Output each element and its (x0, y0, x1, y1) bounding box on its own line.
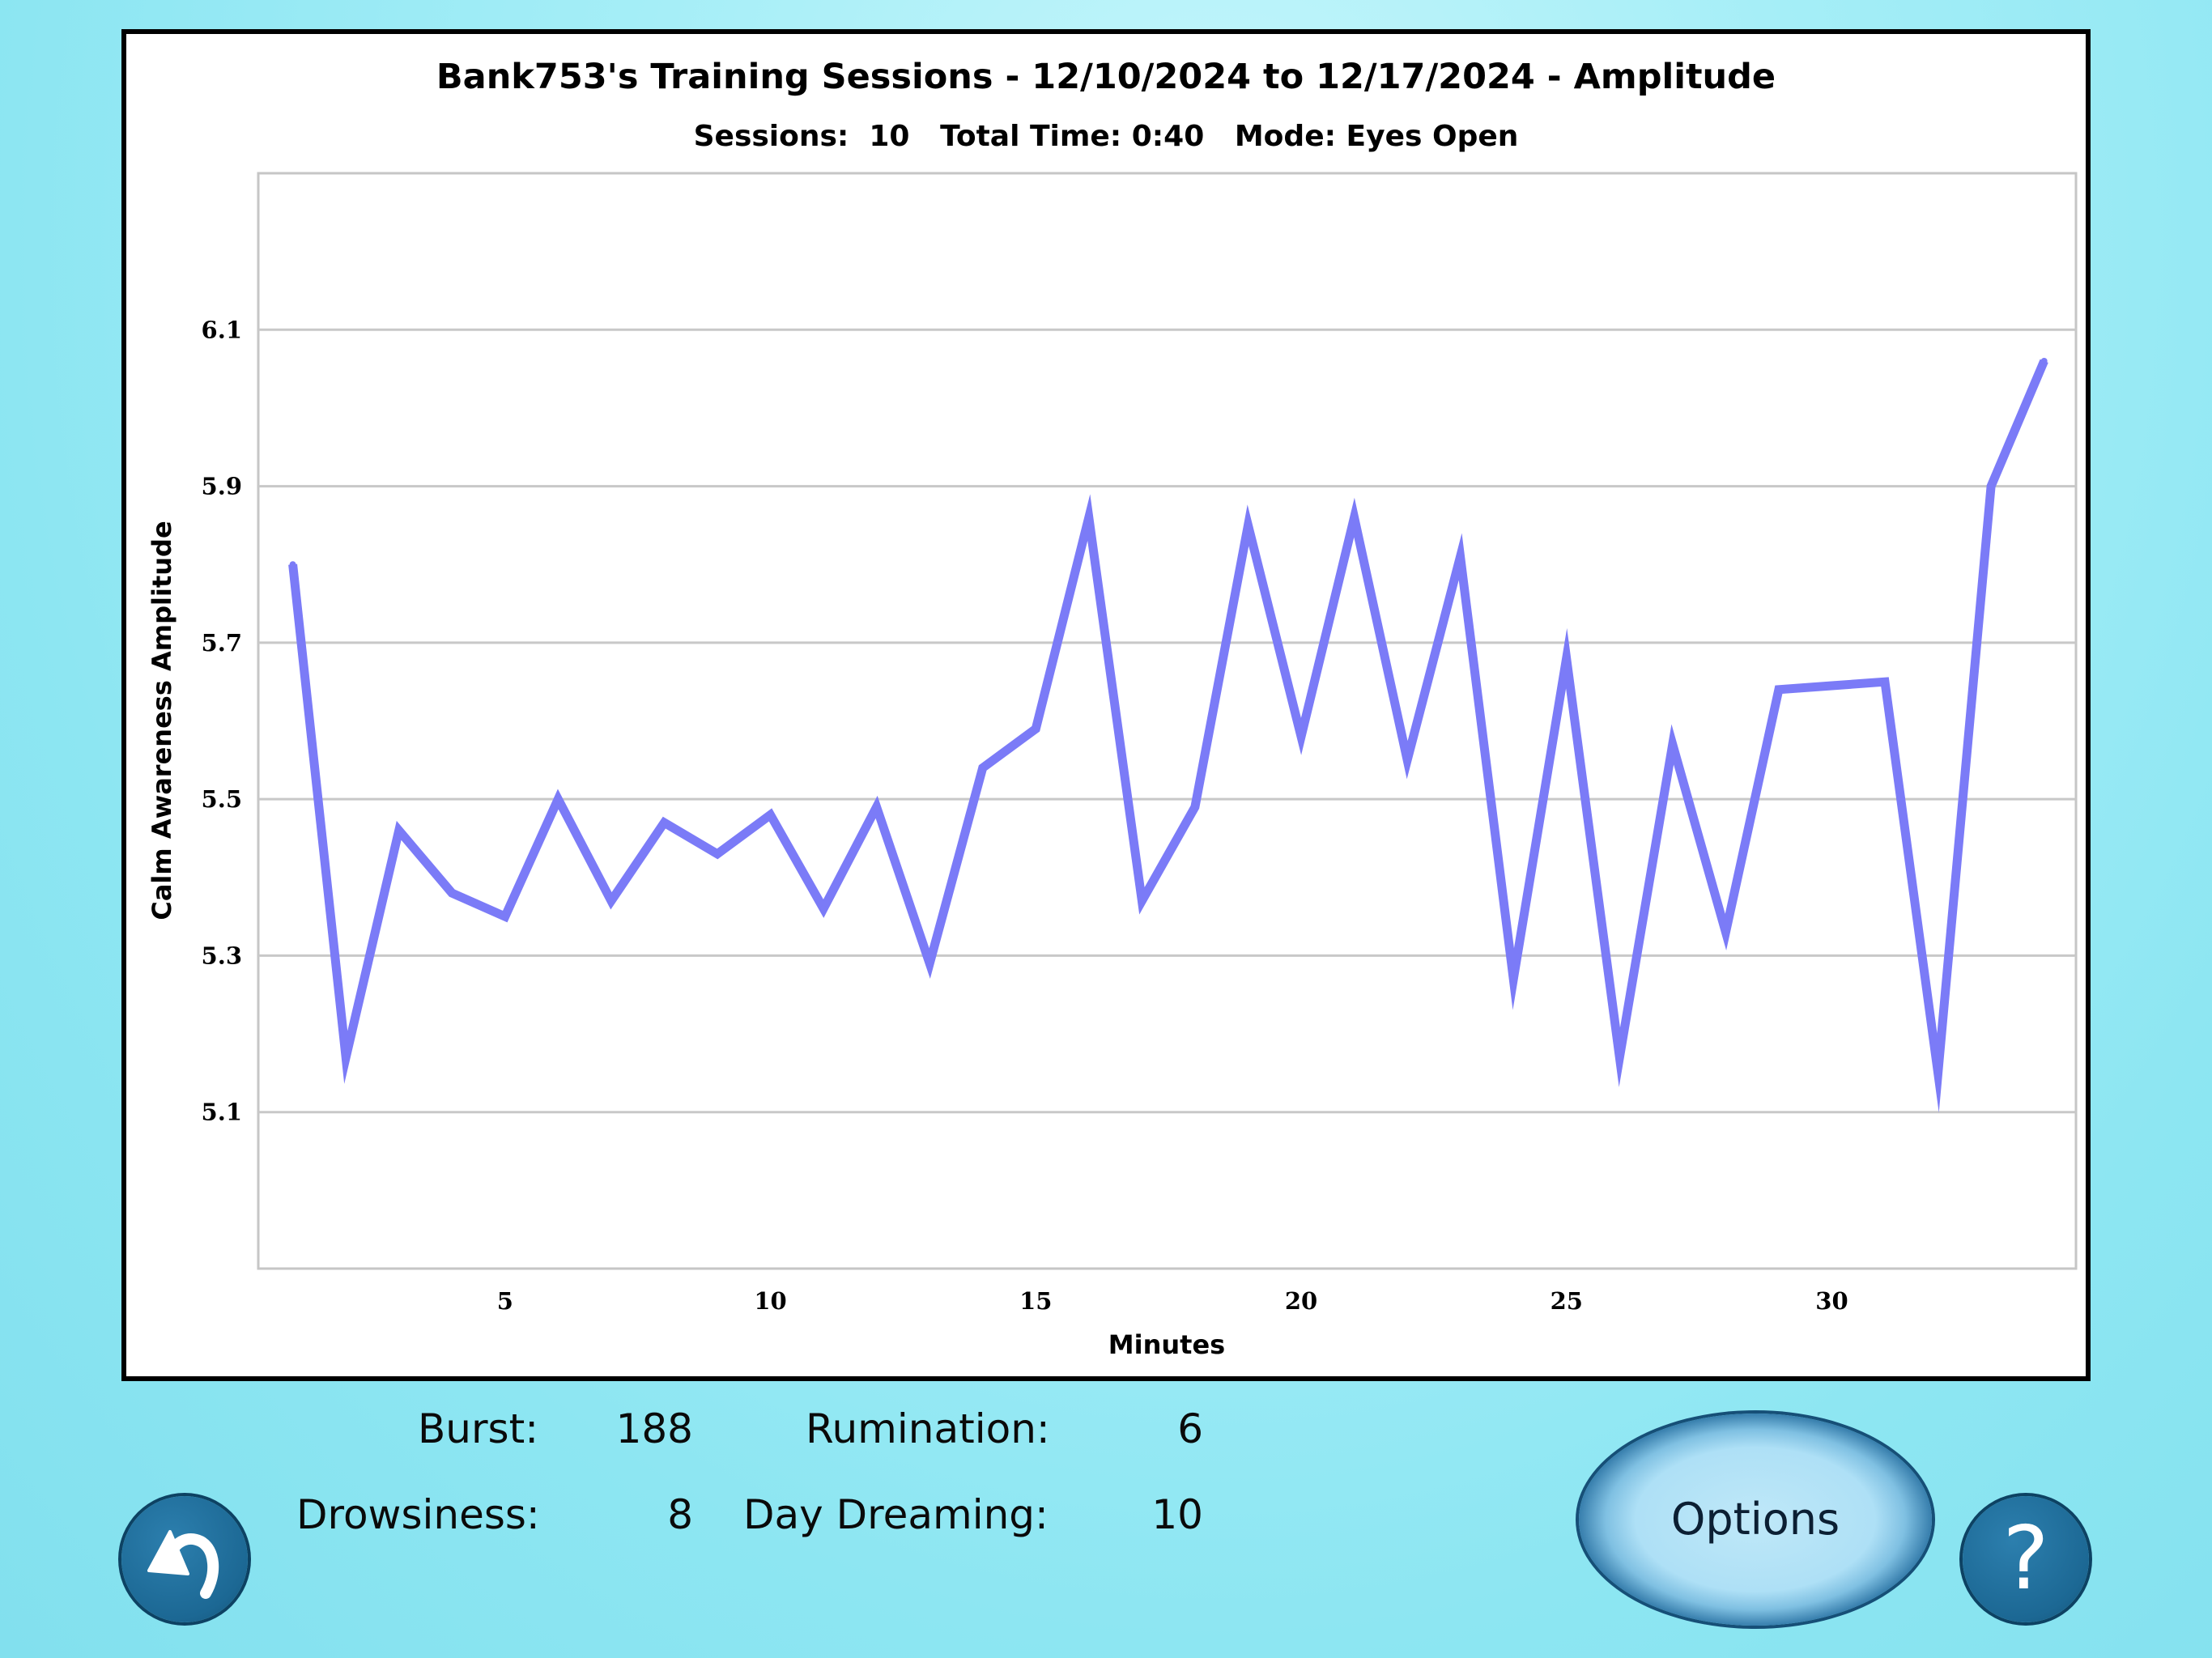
data-point (1934, 1069, 1942, 1077)
daydreaming-value: 10 (1151, 1491, 1203, 1538)
help-question-icon: ? (2002, 1508, 2049, 1609)
chart-title: Bank753's Training Sessions - 12/10/2024… (436, 57, 1776, 97)
data-point (1775, 686, 1782, 693)
x-tick-labels: 5 10 15 20 25 30 (497, 1287, 1848, 1315)
y-tick-label: 5.5 (202, 785, 242, 813)
daydreaming-label: Day Dreaming: (743, 1491, 1049, 1538)
data-point (1298, 733, 1305, 740)
data-point (342, 1054, 350, 1061)
options-button[interactable]: Options (1579, 1414, 1932, 1626)
data-point (1988, 483, 1995, 490)
options-button-label: Options (1670, 1494, 1840, 1545)
data-point (1138, 897, 1146, 904)
data-point (607, 897, 615, 904)
data-point (1563, 655, 1570, 662)
chart-panel: 5.1 5.3 5.5 5.7 5.9 6.1 5 10 15 20 25 30 Minutes C… (121, 29, 2091, 1381)
back-arrow-icon (147, 1530, 219, 1599)
data-point (1244, 521, 1252, 529)
data-point (1032, 725, 1040, 733)
data-point (501, 913, 508, 920)
y-tick-label: 5.9 (202, 473, 242, 500)
x-tick-label: 30 (1815, 1287, 1848, 1315)
y-tick-label: 5.3 (202, 942, 242, 969)
data-point (820, 905, 827, 912)
data-point (449, 890, 456, 897)
data-point (1085, 514, 1092, 521)
help-button[interactable]: ? (1963, 1496, 2089, 1622)
data-points (289, 357, 2048, 1077)
data-point (1828, 682, 1836, 690)
series-line (288, 359, 2048, 1113)
y-tick-labels: 5.1 5.3 5.5 5.7 5.9 6.1 (202, 316, 242, 1125)
data-point (767, 811, 774, 818)
y-tick-label: 6.1 (202, 316, 242, 343)
data-point (1722, 929, 1729, 936)
data-point (979, 764, 986, 772)
back-button[interactable] (121, 1496, 248, 1622)
data-point (555, 796, 562, 803)
x-axis-label: Minutes (1108, 1329, 1225, 1360)
chart-subtitle: Sessions: 10 Total Time: 0:40 Mode: Eyes… (693, 120, 1519, 153)
rumination-value: 6 (1177, 1405, 1203, 1452)
data-point (289, 561, 296, 568)
data-point (1457, 553, 1464, 560)
burst-label: Burst: (418, 1405, 539, 1452)
rumination-label: Rumination: (806, 1405, 1050, 1452)
data-point (926, 960, 934, 967)
x-tick-label: 25 (1551, 1287, 1583, 1315)
x-tick-label: 15 (1019, 1287, 1052, 1315)
data-point (1351, 514, 1358, 521)
data-point (1616, 1054, 1623, 1061)
data-point (1404, 756, 1411, 763)
data-point (1882, 678, 1889, 686)
data-point (1191, 803, 1198, 810)
x-tick-label: 10 (754, 1287, 786, 1315)
drowsiness-value: 8 (667, 1491, 693, 1538)
y-tick-label: 5.7 (202, 629, 242, 657)
data-point (395, 827, 402, 834)
data-point (1669, 741, 1676, 748)
y-axis-label: Calm Awareness Amplitude (147, 521, 177, 920)
burst-value: 188 (615, 1405, 693, 1452)
x-tick-label: 5 (497, 1287, 513, 1315)
data-point (2040, 357, 2048, 364)
drowsiness-label: Drowsiness: (296, 1491, 540, 1538)
x-tick-label: 20 (1285, 1287, 1317, 1315)
data-point (873, 803, 880, 810)
data-point (1510, 976, 1517, 983)
data-point (661, 819, 668, 827)
line-chart: 5.1 5.3 5.5 5.7 5.9 6.1 5 10 15 20 25 30 Minutes C… (147, 172, 2078, 1360)
plot-area (257, 172, 2078, 1270)
data-point (713, 850, 721, 857)
y-tick-label: 5.1 (202, 1099, 242, 1126)
